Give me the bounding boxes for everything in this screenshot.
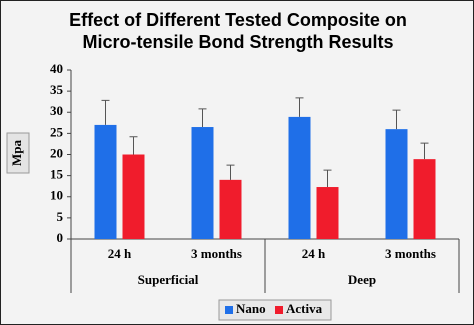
y-tick-label: 25 [50, 124, 64, 139]
bar [191, 127, 214, 239]
error-bar [198, 108, 207, 128]
y-tick-label: 0 [57, 230, 64, 245]
bar [413, 159, 436, 239]
error-bar [101, 99, 110, 125]
legend-label: Nano [236, 301, 266, 316]
legend-swatch [225, 306, 233, 314]
y-tick-label: 5 [57, 209, 64, 224]
x-tick-label: 3 months [385, 246, 436, 261]
x-tick-label: 24 h [108, 246, 132, 261]
y-tick-label: 35 [50, 82, 64, 97]
bar [316, 187, 339, 239]
y-label-box [6, 132, 30, 174]
bar [122, 154, 145, 239]
y-tick-label: 40 [50, 61, 63, 76]
bar [288, 116, 311, 239]
group-label: Deep [348, 272, 376, 287]
error-bar [129, 136, 138, 155]
error-bar [226, 164, 235, 180]
y-label: Mpa [9, 140, 24, 167]
bar [94, 124, 117, 239]
error-bar [323, 169, 332, 188]
y-tick-label: 15 [50, 167, 64, 182]
error-bar [420, 142, 429, 160]
group-label: Superficial [138, 272, 199, 287]
legend-label: Activa [286, 301, 323, 316]
legend-swatch [275, 306, 283, 314]
chart-title: Effect of Different Tested Composite on … [69, 10, 407, 52]
y-tick-label: 10 [50, 188, 63, 203]
error-bar [295, 97, 304, 117]
y-tick-label: 20 [50, 145, 63, 160]
x-tick-label: 24 h [302, 246, 326, 261]
x-tick-label: 3 months [191, 246, 242, 261]
bar [219, 179, 242, 239]
y-tick-label: 30 [50, 103, 63, 118]
error-bar [392, 109, 401, 130]
bar [385, 129, 408, 239]
